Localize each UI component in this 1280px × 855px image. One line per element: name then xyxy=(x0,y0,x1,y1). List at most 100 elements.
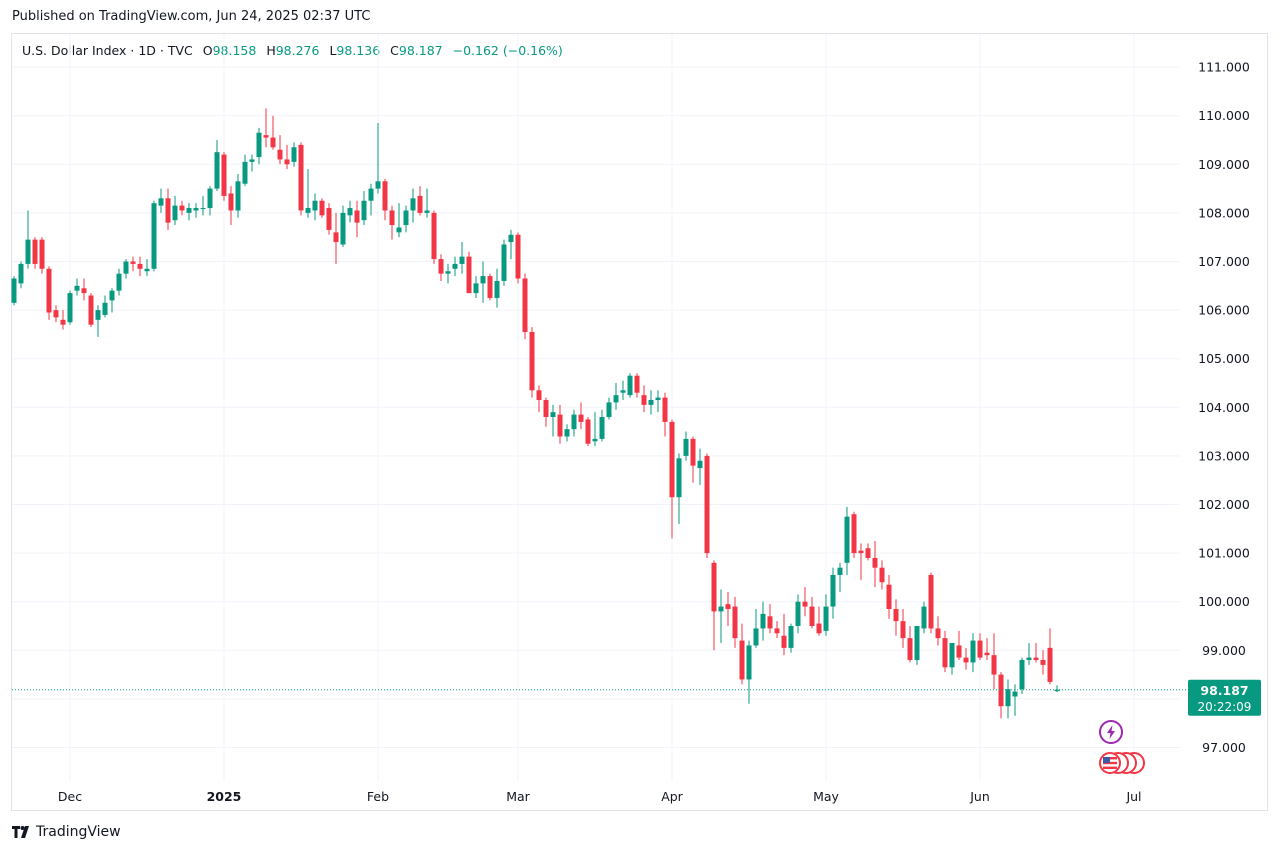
candle xyxy=(501,239,507,286)
candle-body xyxy=(459,256,465,264)
candle-body xyxy=(410,198,416,211)
candle-body xyxy=(67,293,73,323)
candle-body xyxy=(480,276,486,284)
candle-body xyxy=(256,132,262,158)
candle-body xyxy=(466,256,472,294)
candle xyxy=(340,205,346,247)
tradingview-logo[interactable]: TradingView xyxy=(12,824,121,840)
candle xyxy=(956,630,962,661)
candle-body xyxy=(515,234,521,279)
candle xyxy=(760,601,766,641)
candle xyxy=(32,237,38,269)
y-tick-label: 105.000 xyxy=(1198,351,1250,366)
candle-body xyxy=(620,390,626,393)
candle-body xyxy=(753,628,759,646)
candle-body xyxy=(249,159,255,162)
candle-body xyxy=(627,375,633,396)
candle xyxy=(634,373,640,398)
candle xyxy=(802,587,808,617)
candle xyxy=(1054,685,1060,693)
candle xyxy=(1005,679,1011,719)
candle xyxy=(445,263,451,284)
candle xyxy=(1026,643,1032,665)
candle-body xyxy=(585,419,591,444)
candle-body xyxy=(676,458,682,498)
lightning-icon[interactable] xyxy=(1099,720,1123,744)
candle xyxy=(494,268,500,308)
candle-body xyxy=(116,273,122,291)
candle xyxy=(347,200,353,223)
candle xyxy=(151,200,157,272)
candle xyxy=(529,327,535,398)
candle xyxy=(123,259,129,279)
candle xyxy=(312,193,318,221)
candle xyxy=(774,621,780,639)
candle xyxy=(39,237,45,274)
candle-body xyxy=(200,208,206,210)
candle xyxy=(697,448,703,486)
candle-body xyxy=(571,414,577,430)
candle-body xyxy=(501,244,507,281)
candle-body xyxy=(543,400,549,418)
candle xyxy=(718,589,724,644)
candle-body xyxy=(109,290,115,301)
candle xyxy=(354,200,360,238)
candle-body xyxy=(228,193,234,211)
last-price-tag-box xyxy=(1188,679,1261,716)
candle xyxy=(984,638,990,661)
candle-body xyxy=(690,438,696,466)
candle-body xyxy=(347,208,353,216)
candle-body xyxy=(669,421,675,498)
candle-body xyxy=(879,567,885,583)
candle-body xyxy=(165,198,171,223)
candle-body xyxy=(340,212,346,245)
x-tick-label: Dec xyxy=(58,789,82,804)
x-tick-label: Feb xyxy=(367,789,389,804)
high-label: H xyxy=(266,43,276,58)
candle-body xyxy=(557,414,563,437)
candle-body xyxy=(837,567,843,575)
candle-body xyxy=(179,205,185,211)
candle-body xyxy=(18,263,24,284)
candle xyxy=(277,135,283,165)
candle-body xyxy=(263,135,269,138)
candle xyxy=(1047,628,1053,685)
us-flag-icon[interactable] xyxy=(1099,752,1145,774)
candle xyxy=(704,453,710,558)
candle-body xyxy=(592,438,598,442)
candle-body xyxy=(529,331,535,391)
y-tick-label: 103.000 xyxy=(1198,448,1250,463)
candle xyxy=(858,543,864,580)
candle xyxy=(1012,684,1018,716)
candle xyxy=(613,383,619,410)
candle-body xyxy=(991,655,997,675)
candle-body xyxy=(46,268,52,313)
y-tick-label: 106.000 xyxy=(1198,303,1250,318)
time-axis[interactable]: Dec 2025 Feb Mar Apr May Jun Jul xyxy=(58,789,1142,804)
candle xyxy=(550,404,556,437)
candle-body xyxy=(137,263,143,269)
candle xyxy=(88,293,94,328)
candle xyxy=(522,273,528,340)
candle-body xyxy=(795,601,801,626)
candle xyxy=(214,140,220,192)
candle-body xyxy=(361,200,367,221)
candle xyxy=(893,599,899,636)
y-tick-label: 101.000 xyxy=(1198,546,1250,561)
price-axis[interactable]: 97.00098.00099.000100.000101.000102.0001… xyxy=(1198,60,1250,755)
candle-body xyxy=(914,626,920,661)
candle-body xyxy=(963,657,969,663)
candle xyxy=(844,506,850,575)
candle-body xyxy=(319,200,325,216)
candle-body xyxy=(508,234,514,243)
candle xyxy=(487,273,493,301)
candle-body xyxy=(746,645,752,680)
chart-frame[interactable] xyxy=(11,33,1268,811)
candle xyxy=(767,604,773,634)
candle-body xyxy=(725,604,731,609)
x-tick-label: May xyxy=(813,789,839,804)
candle xyxy=(326,203,332,235)
candle xyxy=(886,574,892,619)
candle-body xyxy=(221,154,227,196)
